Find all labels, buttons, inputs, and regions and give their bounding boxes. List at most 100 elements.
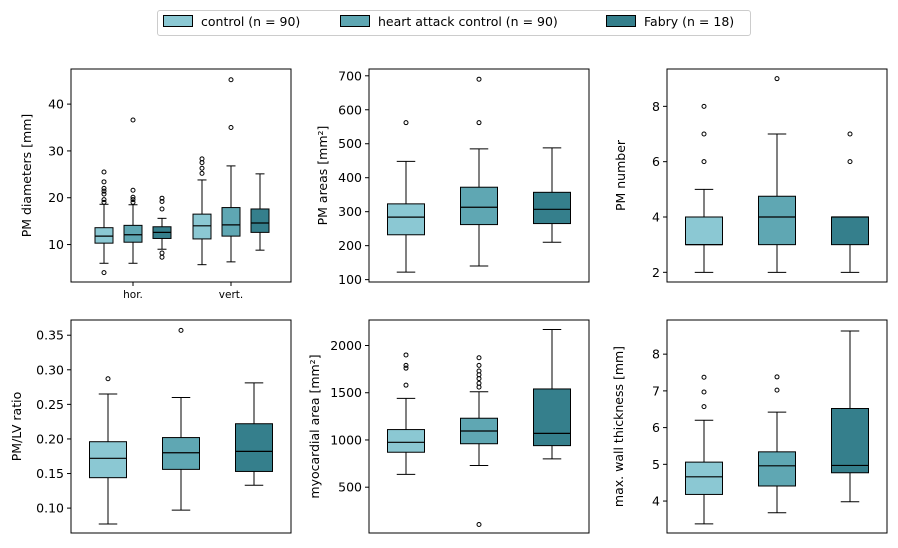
iqr-box [162, 437, 200, 470]
y-axis-label: PM diameters [mm] [19, 114, 34, 238]
outlier-point [701, 374, 707, 380]
outlier-point [130, 194, 136, 200]
box-3 [235, 382, 273, 486]
iqr-box [387, 203, 425, 236]
outlier-point [476, 76, 482, 82]
box-4 [192, 156, 212, 266]
box-1 [685, 103, 723, 273]
y-axis-label: myocardial area [mm²] [307, 354, 322, 498]
y-tick-label: 10 [48, 237, 64, 252]
outlier-point [701, 404, 707, 410]
y-tick-label: 1500 [330, 385, 362, 400]
panel-6: 4 5 6 7 8 max. wall thickness [mm] [611, 319, 888, 534]
outlier-point [774, 387, 780, 393]
y-tick-label: 0.30 [36, 362, 64, 377]
y-tick-label: 20 [48, 190, 64, 205]
y-tick-label: 0.15 [36, 466, 64, 481]
iqr-box [89, 441, 127, 479]
y-tick-label: 1000 [330, 432, 362, 447]
outlier-point [101, 270, 107, 276]
outlier-point [403, 365, 409, 371]
outlier-point [101, 188, 107, 194]
outlier-point [228, 77, 234, 83]
iqr-box [192, 213, 212, 240]
y-tick-label: 30 [48, 143, 64, 158]
legend-swatch [340, 15, 370, 27]
outlier-point [101, 191, 107, 197]
outlier-point [476, 380, 482, 386]
y-tick-label: 300 [338, 204, 362, 219]
y-tick-label: 700 [338, 68, 362, 83]
iqr-box [387, 429, 425, 453]
box-2 [123, 117, 143, 264]
legend-swatch [606, 15, 636, 27]
outlier-point [403, 352, 409, 358]
outlier-point [130, 117, 136, 123]
outlier-point [199, 165, 205, 171]
box-2 [162, 327, 200, 511]
iqr-box [758, 451, 796, 487]
outlier-point [476, 368, 482, 374]
x-group-label: vert. [219, 289, 243, 301]
y-tick-label: 0.10 [36, 501, 64, 516]
y-tick-label: 0.35 [36, 328, 64, 343]
outlier-point [159, 195, 165, 201]
legend-frame [157, 10, 751, 36]
iqr-box [123, 224, 143, 243]
panel-1: 10 20 30 40 PM diameters [mm] hor. vert. [19, 68, 292, 301]
y-tick-label: 5 [652, 457, 660, 472]
box-1 [94, 169, 114, 276]
axes-frame [70, 68, 292, 283]
y-axis-label: PM number [613, 139, 628, 211]
y-tick-label: 6 [652, 420, 660, 435]
y-tick-label: 0.25 [36, 397, 64, 412]
outlier-point [774, 76, 780, 82]
box-3 [831, 131, 869, 273]
outlier-point [228, 125, 234, 131]
outlier-point [159, 254, 165, 260]
outlier-point [701, 103, 707, 109]
axes-frame [368, 319, 590, 534]
y-tick-label: 500 [338, 480, 362, 495]
iqr-box [758, 195, 796, 246]
box-1 [89, 376, 127, 525]
y-tick-label: 400 [338, 170, 362, 185]
iqr-box [831, 408, 869, 474]
axes-frame [666, 319, 888, 534]
y-axis-label: PM/LV ratio [9, 392, 24, 461]
x-group-label: hor. [123, 289, 143, 301]
outlier-point [403, 120, 409, 126]
y-axis-label: PM areas [mm²] [315, 126, 330, 226]
iqr-box [250, 208, 270, 233]
legend-label: Fabry (n = 18) [644, 14, 734, 29]
outlier-point [476, 120, 482, 126]
iqr-box [94, 227, 114, 244]
panel-2: 100 200 300 400 500 600 700 PM areas [mm²] [315, 68, 590, 287]
chart-panels: 10 20 30 40 PM diameters [mm] hor. vert. 100 200… [9, 68, 888, 534]
outlier-point [476, 362, 482, 368]
y-tick-label: 40 [48, 97, 64, 112]
legend-label: control (n = 90) [201, 14, 300, 29]
iqr-box [533, 191, 571, 225]
box-5 [221, 77, 241, 263]
iqr-box [685, 216, 723, 246]
y-tick-label: 500 [338, 136, 362, 151]
y-tick-label: 4 [652, 209, 660, 224]
box-3 [152, 195, 172, 260]
box-2 [758, 374, 796, 514]
outlier-point [159, 250, 165, 256]
box-2 [758, 76, 796, 273]
outlier-point [701, 389, 707, 395]
box-1 [387, 120, 425, 273]
outlier-point [101, 197, 107, 203]
y-tick-label: 0.20 [36, 431, 64, 446]
box-6 [250, 173, 270, 251]
iqr-box [685, 461, 723, 495]
outlier-point [476, 521, 482, 527]
outlier-point [476, 355, 482, 361]
outlier-point [847, 131, 853, 137]
y-axis-label: max. wall thickness [mm] [611, 346, 626, 507]
panel-4: 0.10 0.15 0.20 0.25 0.30 0.35 PM/LV ratio [9, 319, 292, 534]
box-3 [831, 330, 869, 503]
